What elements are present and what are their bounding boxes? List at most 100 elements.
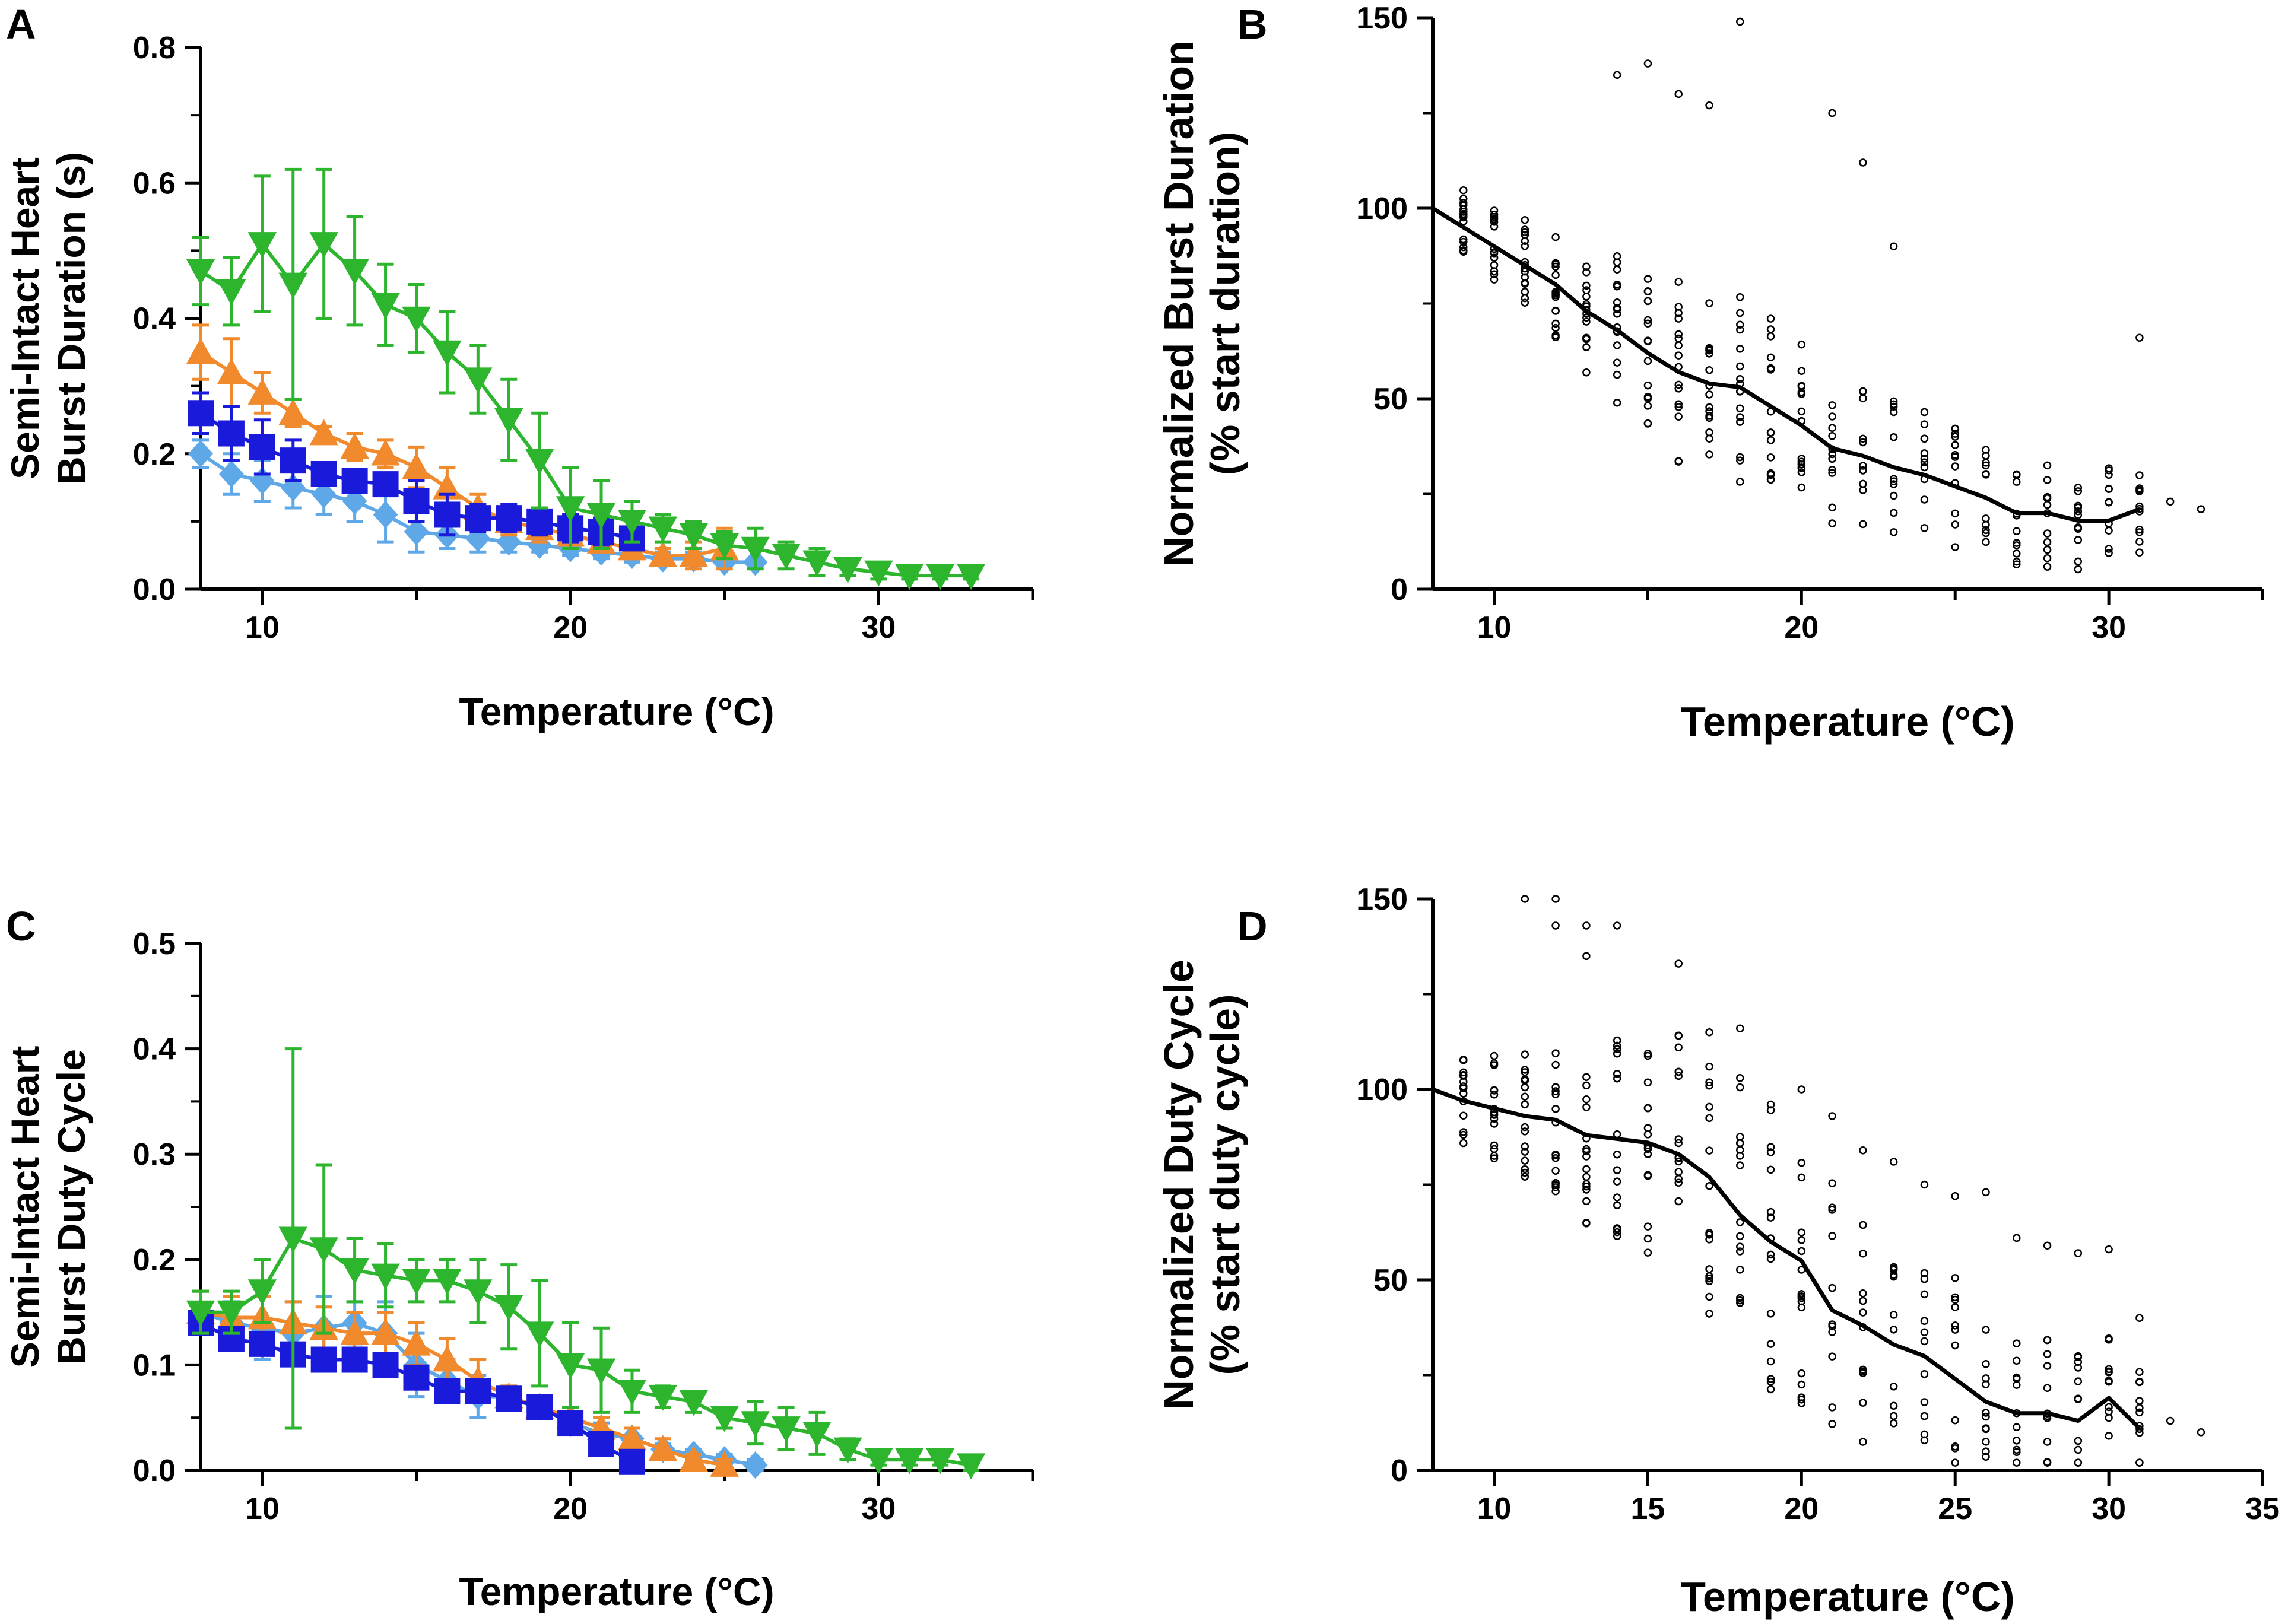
y-tick-label: 0.2: [133, 1243, 176, 1277]
scatter-point: [1951, 430, 1959, 438]
scatter-point: [2105, 1365, 2113, 1374]
scatter-point: [2043, 500, 2052, 509]
x-tick-label: 10: [245, 611, 280, 645]
scatter-point: [1643, 381, 1652, 390]
scatter-point: [1674, 303, 1683, 311]
scatter-point: [1643, 402, 1652, 410]
scatter-point: [1643, 319, 1652, 328]
data-point: [833, 557, 862, 583]
scatter-point: [1521, 267, 1529, 276]
data-point: [464, 367, 493, 394]
data-point: [186, 1300, 215, 1327]
scatter-point: [1859, 438, 1867, 447]
data-point: [186, 338, 215, 364]
scatter-point: [1521, 1156, 1529, 1165]
scatter-point: [1705, 1277, 1713, 1285]
mean-line: [1432, 1087, 2141, 1430]
scatter-point: [1551, 323, 1560, 332]
scatter-point: [1828, 401, 1836, 409]
scatter-point: [1797, 1380, 1806, 1389]
data-point: [186, 259, 215, 285]
data-point: [648, 516, 678, 543]
scatter-point: [2043, 554, 2052, 562]
scatter-point: [1613, 298, 1621, 307]
scatter-point: [1674, 384, 1683, 393]
scatter-point: [1736, 293, 1744, 301]
scatter-point: [1613, 1232, 1621, 1240]
x-tick-label: 25: [1938, 1492, 1972, 1526]
data-point: [679, 523, 709, 549]
scatter-point: [2013, 1458, 2021, 1467]
y-tick-label: 0: [1391, 1454, 1408, 1488]
scatter-point: [2043, 1362, 2052, 1370]
data-point: [648, 1435, 678, 1461]
scatter-point: [1766, 428, 1775, 437]
scatter-point: [1828, 1179, 1836, 1187]
scatter-point: [1705, 1114, 1713, 1123]
scatter-point: [2074, 1445, 2083, 1454]
scatter-point: [1582, 1197, 1591, 1206]
scatter-point: [1521, 1168, 1529, 1177]
y-tick-label: 0.5: [133, 927, 176, 961]
scatter-point: [1859, 1438, 1867, 1446]
scatter-point: [1674, 1043, 1683, 1052]
scatter-point: [1521, 1092, 1529, 1101]
scatter-point: [1551, 1105, 1560, 1113]
scatter-point: [2105, 549, 2113, 557]
data-point: [278, 399, 307, 425]
data-point: [278, 272, 307, 299]
y-axis-label-line2: Burst Duty Cycle: [49, 1049, 93, 1365]
scatter-point: [1674, 1067, 1683, 1076]
x-tick-label: 10: [245, 1492, 280, 1526]
scatter-point: [1828, 1322, 1836, 1331]
scatter-point: [1705, 349, 1713, 358]
scatter-point: [1582, 343, 1591, 351]
scatter-point: [1674, 1168, 1683, 1176]
scatter-point: [1766, 353, 1775, 362]
scatter-point: [1582, 333, 1591, 342]
scatter-point: [1859, 1221, 1867, 1229]
data-point: [342, 487, 367, 515]
scatter-point: [1582, 262, 1591, 271]
scatter-point: [1889, 475, 1898, 484]
scatter-point: [1705, 366, 1713, 374]
scatter-point: [1920, 495, 1929, 504]
scatter-point: [1490, 1152, 1499, 1160]
scatter-point: [1521, 287, 1529, 296]
scatter-point: [1613, 1036, 1621, 1045]
scatter-point: [1828, 109, 1836, 117]
scatter-point: [2105, 1432, 2113, 1440]
data-point: [710, 533, 739, 560]
scatter-point: [1613, 282, 1621, 291]
scatter-point: [1705, 1265, 1713, 1273]
data-point: [956, 564, 986, 590]
scatter-point: [1982, 1188, 1990, 1197]
scatter-point: [1859, 1308, 1867, 1317]
scatter-point: [1859, 1296, 1867, 1305]
scatter-point: [1705, 1078, 1713, 1086]
scatter-point: [1613, 265, 1621, 274]
scatter-point: [1643, 1234, 1652, 1243]
scatter-point: [1643, 1051, 1652, 1060]
scatter-point: [2105, 545, 2113, 553]
scatter-point: [1951, 1341, 1959, 1350]
scatter-point: [1521, 1148, 1529, 1156]
scatter-point: [1613, 1224, 1621, 1232]
scatter-point: [1766, 1100, 1775, 1109]
scatter-point: [1736, 453, 1744, 462]
scatter-point: [1951, 1303, 1959, 1311]
scatter-point: [1828, 1283, 1836, 1292]
scatter-point: [1521, 895, 1529, 903]
scatter-point: [2074, 1353, 2083, 1361]
scatter-point: [1736, 1083, 1744, 1092]
scatter-point: [2043, 1458, 2052, 1466]
scatter-point: [1490, 211, 1499, 219]
data-point: [710, 1450, 739, 1477]
scatter-point: [2074, 511, 2083, 519]
scatter-point: [1582, 281, 1591, 290]
scatter-point: [1643, 357, 1652, 366]
data-point: [340, 433, 369, 459]
y-tick-label: 150: [1356, 882, 1408, 917]
scatter-point: [1889, 491, 1898, 500]
y-tick-label: 0.8: [133, 31, 176, 65]
